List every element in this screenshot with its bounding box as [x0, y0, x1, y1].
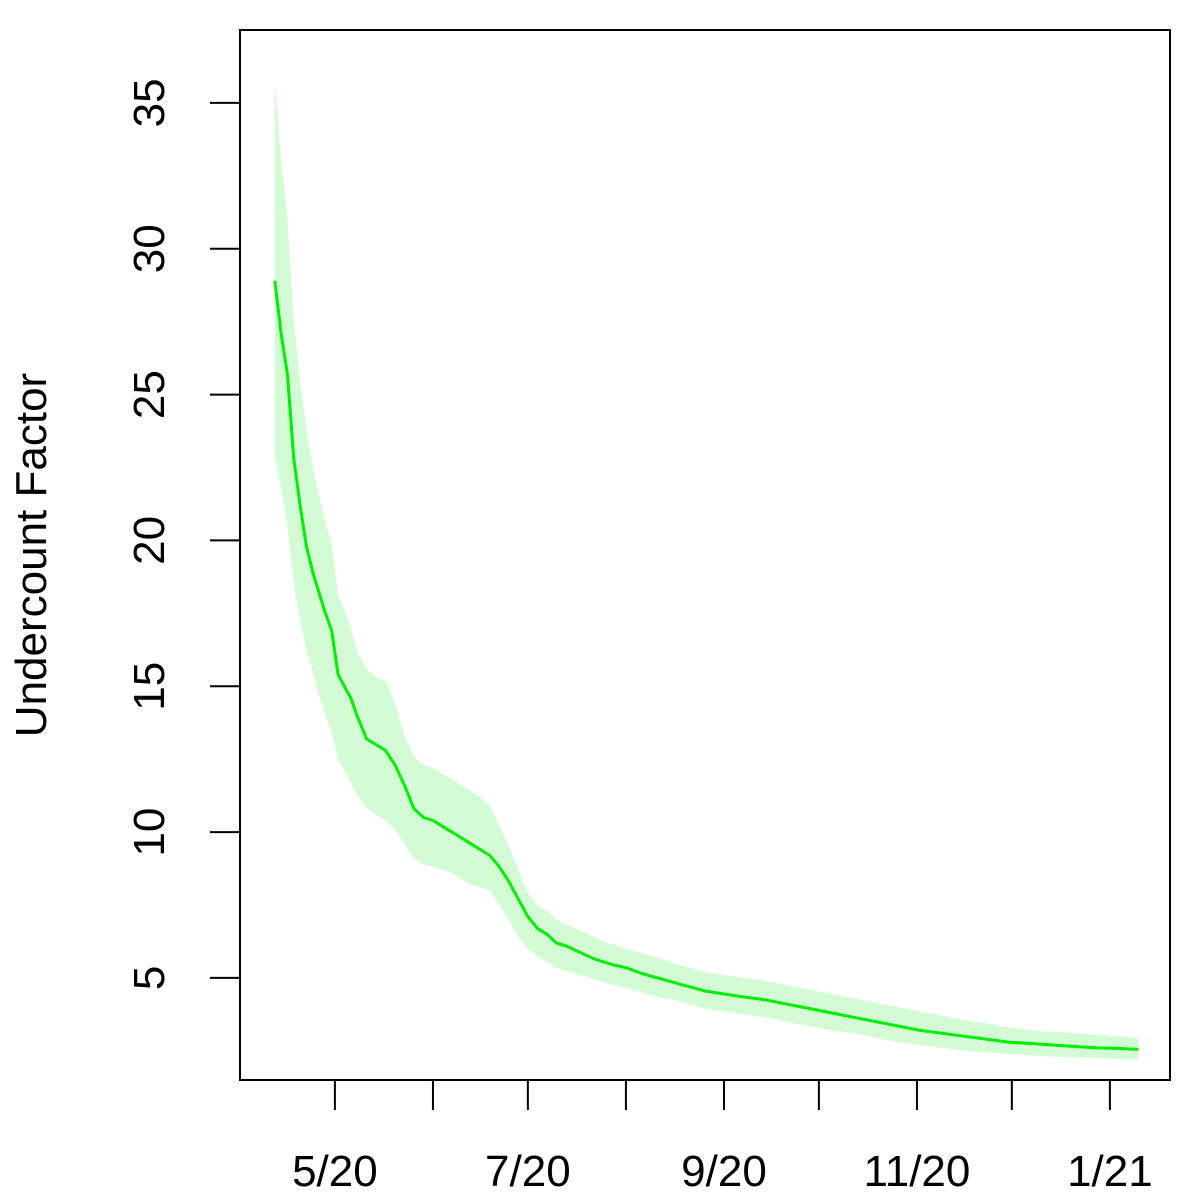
y-axis: 5 10 15 20 25 30 35: [125, 78, 239, 990]
x-tick-label: 1/21: [1067, 1147, 1153, 1196]
y-tick-label: 20: [125, 516, 174, 565]
y-tick-label: 10: [125, 808, 174, 857]
plot-frame: [239, 29, 1171, 1081]
estimate-line-layer: [273, 280, 1139, 1051]
y-tick-label: 5: [125, 966, 174, 990]
y-tick-label: 30: [125, 224, 174, 273]
y-axis-label: Undercount Factor: [7, 373, 56, 737]
x-tick-label: 9/20: [681, 1147, 767, 1196]
x-tick-label: 7/20: [485, 1147, 571, 1196]
x-tick-label: 5/20: [292, 1147, 378, 1196]
confidence-band-layer: [274, 82, 1139, 1060]
y-tick-label: 25: [125, 370, 174, 419]
estimate-line: [273, 280, 1139, 1051]
y-tick-label: 35: [125, 78, 174, 127]
x-axis: 5/20 7/20 9/20 11/20 1/21: [292, 1081, 1153, 1196]
x-tick-label: 11/20: [864, 1147, 971, 1196]
confidence-band: [274, 82, 1139, 1060]
y-tick-label: 15: [125, 662, 174, 711]
